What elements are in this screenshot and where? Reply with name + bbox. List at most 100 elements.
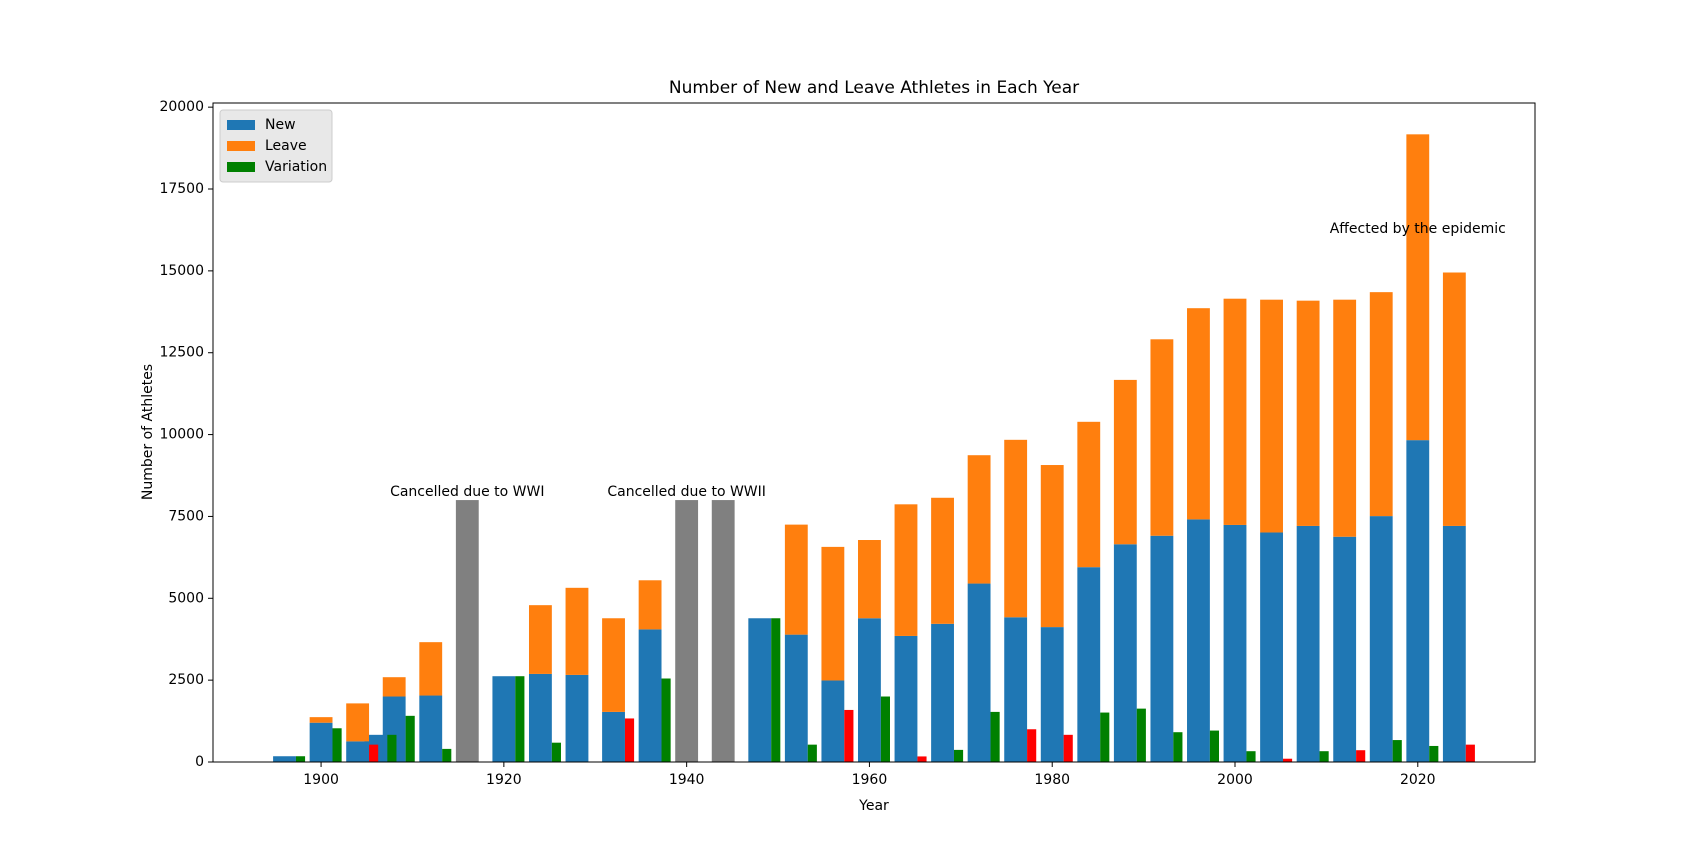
bar-variation bbox=[515, 676, 525, 762]
legend-label: New bbox=[265, 117, 296, 133]
bar-variation bbox=[1356, 750, 1366, 762]
bar-variation bbox=[551, 742, 561, 762]
bar-new bbox=[1406, 440, 1430, 762]
bar-variation bbox=[295, 756, 306, 762]
bar-leave bbox=[565, 587, 589, 675]
bar-new bbox=[1260, 532, 1283, 762]
bar-variation bbox=[953, 749, 964, 762]
y-axis-label: Number of Athletes bbox=[140, 364, 156, 500]
bar-new bbox=[858, 618, 881, 762]
bar-leave bbox=[931, 497, 954, 624]
bar-leave bbox=[1004, 439, 1028, 618]
annotation: Cancelled due to WWII bbox=[607, 484, 766, 500]
bar-variation bbox=[369, 744, 379, 762]
bar-variation bbox=[1465, 744, 1475, 762]
bar-variation bbox=[990, 711, 1000, 762]
bar-leave bbox=[821, 546, 845, 681]
y-tick-label: 5000 bbox=[168, 590, 204, 606]
bar-variation bbox=[807, 744, 817, 762]
bar-new bbox=[602, 711, 625, 762]
bar-leave bbox=[1040, 465, 1064, 628]
legend-label: Leave bbox=[265, 138, 307, 154]
bar-variation bbox=[880, 696, 890, 762]
annotation: Cancelled due to WWI bbox=[390, 484, 544, 500]
bar-new bbox=[967, 583, 991, 762]
bar-cancelled bbox=[711, 500, 735, 762]
bar-variation bbox=[661, 678, 671, 762]
bar-variation bbox=[1429, 745, 1439, 762]
x-tick-label: 1980 bbox=[1034, 772, 1070, 788]
chart-title: Number of New and Leave Athletes in Each… bbox=[669, 78, 1079, 98]
bar-variation bbox=[771, 618, 781, 762]
bar-cancelled bbox=[455, 500, 479, 762]
bar-new bbox=[419, 695, 443, 762]
bar-leave bbox=[1187, 308, 1210, 520]
y-tick-label: 20000 bbox=[159, 99, 204, 115]
bar-variation bbox=[1063, 734, 1073, 762]
bar-variation bbox=[1136, 708, 1146, 762]
bar-leave bbox=[419, 642, 443, 696]
bar-leave bbox=[1333, 299, 1357, 537]
y-tick-label: 10000 bbox=[159, 427, 204, 443]
y-tick-label: 15000 bbox=[159, 263, 204, 279]
bar-leave bbox=[1150, 339, 1174, 536]
y-tick-label: 2500 bbox=[168, 672, 204, 688]
x-tick-label: 2020 bbox=[1400, 772, 1436, 788]
bar-variation bbox=[624, 718, 635, 762]
bar-new bbox=[1223, 524, 1247, 762]
bar-leave bbox=[1260, 299, 1283, 533]
bar-new bbox=[273, 756, 296, 762]
bar-variation bbox=[387, 734, 397, 762]
bar-leave bbox=[309, 717, 333, 723]
bar-leave bbox=[1369, 292, 1393, 517]
bar-new bbox=[1296, 525, 1320, 762]
bar-new bbox=[1442, 525, 1466, 762]
legend-swatch bbox=[227, 162, 255, 172]
bar-leave bbox=[1442, 272, 1466, 526]
bar-new bbox=[784, 634, 808, 762]
bar-new bbox=[309, 722, 333, 762]
bar-new bbox=[1369, 516, 1393, 762]
bar-variation bbox=[332, 728, 342, 762]
bar-variation bbox=[844, 709, 854, 762]
y-tick-label: 0 bbox=[195, 754, 204, 770]
y-tick-label: 12500 bbox=[159, 345, 204, 361]
bar-leave bbox=[602, 618, 625, 712]
bar-new bbox=[1150, 535, 1174, 762]
y-tick-label: 17500 bbox=[159, 181, 204, 197]
bar-variation bbox=[405, 715, 415, 762]
bar-new bbox=[1333, 536, 1357, 762]
bar-new bbox=[894, 635, 918, 762]
plot-frame bbox=[212, 102, 1536, 763]
bar-new bbox=[492, 676, 516, 762]
bar-new bbox=[931, 623, 954, 762]
bar-leave bbox=[784, 524, 808, 635]
bar-new bbox=[1113, 544, 1137, 762]
bar-new bbox=[748, 618, 772, 762]
bar-new bbox=[1077, 567, 1101, 762]
bar-variation bbox=[917, 756, 927, 762]
x-axis-label: Year bbox=[858, 798, 889, 814]
bar-new bbox=[1187, 519, 1210, 762]
bar-variation bbox=[1027, 729, 1037, 762]
bar-cancelled bbox=[675, 500, 699, 762]
bar-leave bbox=[858, 540, 881, 619]
bar-new bbox=[1040, 627, 1064, 762]
bar-leave bbox=[1077, 421, 1101, 568]
legend-label: Variation bbox=[265, 159, 327, 175]
bar-variation bbox=[442, 748, 452, 762]
bar-variation bbox=[1209, 730, 1220, 762]
bar-new bbox=[565, 674, 589, 762]
bar-variation bbox=[1392, 740, 1402, 762]
y-tick-label: 7500 bbox=[168, 508, 204, 524]
bar-new bbox=[638, 629, 662, 762]
x-tick-label: 1940 bbox=[669, 772, 705, 788]
annotation: Affected by the epidemic bbox=[1330, 221, 1506, 237]
legend-swatch bbox=[227, 141, 255, 151]
bar-variation bbox=[1100, 712, 1110, 762]
bar-new bbox=[346, 741, 370, 762]
bar-leave bbox=[894, 504, 918, 636]
bar-variation bbox=[1319, 751, 1329, 762]
x-tick-label: 1960 bbox=[852, 772, 888, 788]
